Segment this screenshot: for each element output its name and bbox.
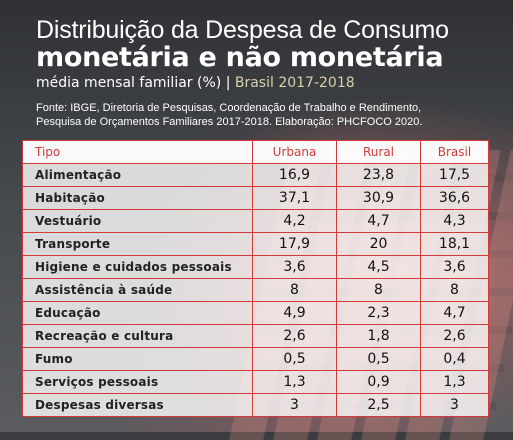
header: Distribuição da Despesa de Consumo monet… xyxy=(36,18,449,92)
column-header-urbana: Urbana xyxy=(252,140,337,164)
source-note: Fonte: IBGE, Diretoria de Pesquisas, Coo… xyxy=(36,101,422,129)
cell-urbana: 37,1 xyxy=(252,186,337,210)
row-label: Higiene e cuidados pessoais xyxy=(22,255,253,279)
cell-urbana: 17,9 xyxy=(252,232,337,256)
subtitle-text: média mensal familiar (%) xyxy=(36,75,222,91)
table-row: Despesas diversas 3 2,5 3 xyxy=(22,393,489,417)
cell-urbana: 4,2 xyxy=(252,209,337,233)
cell-brasil: 1,3 xyxy=(420,370,489,394)
cell-brasil: 4,7 xyxy=(420,301,489,325)
column-header-brasil: Brasil xyxy=(420,140,489,164)
cell-rural: 23,8 xyxy=(336,163,421,187)
table-row: Serviços pessoais 1,3 0,9 1,3 xyxy=(22,370,489,394)
row-label: Fumo xyxy=(22,347,253,371)
cell-rural: 8 xyxy=(336,278,421,302)
column-header-tipo: Tipo xyxy=(22,140,253,164)
table-row: Recreação e cultura 2,6 1,8 2,6 xyxy=(22,324,489,348)
cell-brasil: 3,6 xyxy=(420,255,489,279)
row-label: Alimentação xyxy=(22,163,253,187)
table-row: Assistência à saúde 8 8 8 xyxy=(22,278,489,302)
cell-brasil: 36,6 xyxy=(420,186,489,210)
cell-brasil: 2,6 xyxy=(420,324,489,348)
row-label: Habitação xyxy=(22,186,253,210)
row-label: Serviços pessoais xyxy=(22,370,253,394)
subtitle-separator: | xyxy=(225,75,231,91)
column-header-rural: Rural xyxy=(336,140,421,164)
cell-rural: 1,8 xyxy=(336,324,421,348)
row-label: Transporte xyxy=(22,232,253,256)
title-line-1: Distribuição da Despesa de Consumo xyxy=(36,16,449,44)
table-row: Alimentação 16,9 23,8 17,5 xyxy=(22,163,489,187)
title-line-2: monetária e não monetária xyxy=(36,42,444,73)
cell-urbana: 1,3 xyxy=(252,370,337,394)
cell-rural: 4,7 xyxy=(336,209,421,233)
cell-brasil: 17,5 xyxy=(420,163,489,187)
cell-rural: 4,5 xyxy=(336,255,421,279)
table-row: Vestuário 4,2 4,7 4,3 xyxy=(22,209,489,233)
row-label: Educação xyxy=(22,301,253,325)
cell-urbana: 2,6 xyxy=(252,324,337,348)
row-label: Assistência à saúde xyxy=(22,278,253,302)
row-label: Vestuário xyxy=(22,209,253,233)
cell-brasil: 8 xyxy=(420,278,489,302)
expense-table: Tipo Urbana Rural Brasil Alimentação 16,… xyxy=(22,140,489,417)
table-row: Educação 4,9 2,3 4,7 xyxy=(22,301,489,325)
cell-urbana: 3 xyxy=(252,393,337,417)
cell-urbana: 16,9 xyxy=(252,163,337,187)
row-label: Despesas diversas xyxy=(22,393,253,417)
table-row: Fumo 0,5 0,5 0,4 xyxy=(22,347,489,371)
table-header-row: Tipo Urbana Rural Brasil xyxy=(22,140,489,164)
cell-rural: 20 xyxy=(336,232,421,256)
subtitle: média mensal familiar (%) | Brasil 2017-… xyxy=(36,74,449,92)
source-line-2: Pesquisa de Orçamentos Familiares 2017-2… xyxy=(36,116,423,128)
cell-urbana: 4,9 xyxy=(252,301,337,325)
subtitle-year: Brasil 2017-2018 xyxy=(234,75,355,91)
cell-brasil: 18,1 xyxy=(420,232,489,256)
cell-urbana: 8 xyxy=(252,278,337,302)
cell-rural: 0,9 xyxy=(336,370,421,394)
cell-rural: 0,5 xyxy=(336,347,421,371)
cell-brasil: 0,4 xyxy=(420,347,489,371)
row-label: Recreação e cultura xyxy=(22,324,253,348)
cell-rural: 2,5 xyxy=(336,393,421,417)
cell-brasil: 3 xyxy=(420,393,489,417)
cell-rural: 30,9 xyxy=(336,186,421,210)
cell-urbana: 0,5 xyxy=(252,347,337,371)
table-row: Transporte 17,9 20 18,1 xyxy=(22,232,489,256)
cell-urbana: 3,6 xyxy=(252,255,337,279)
table-row: Higiene e cuidados pessoais 3,6 4,5 3,6 xyxy=(22,255,489,279)
cell-brasil: 4,3 xyxy=(420,209,489,233)
table-row: Habitação 37,1 30,9 36,6 xyxy=(22,186,489,210)
source-line-1: Fonte: IBGE, Diretoria de Pesquisas, Coo… xyxy=(36,102,422,114)
cell-rural: 2,3 xyxy=(336,301,421,325)
